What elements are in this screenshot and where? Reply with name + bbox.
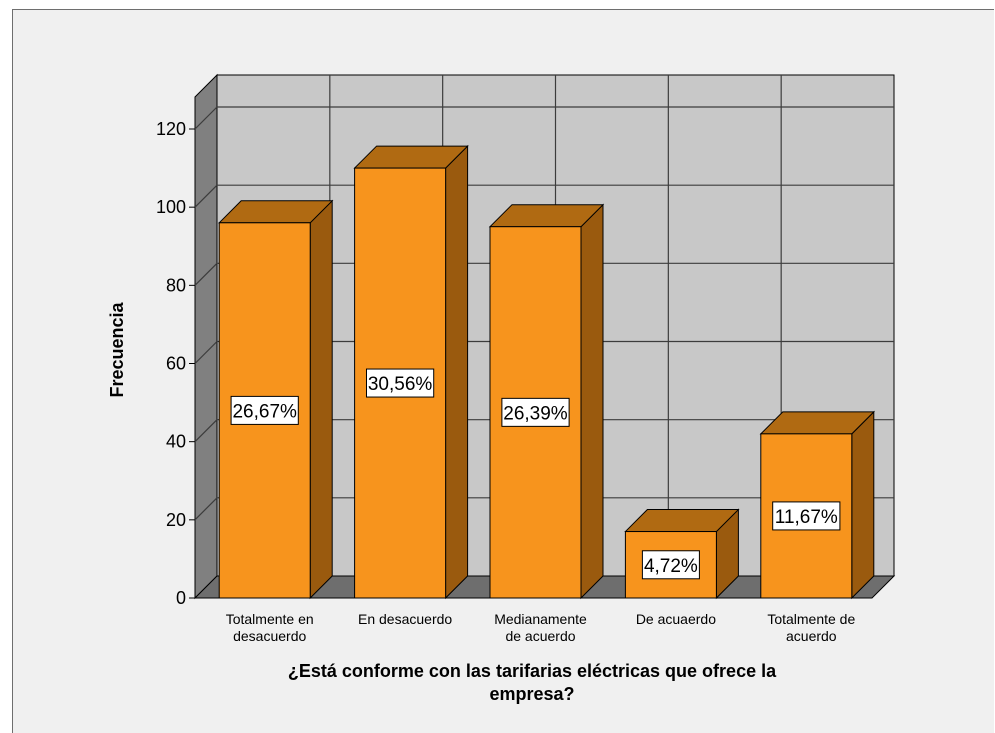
x-tick-label: de acuerdo [505,628,575,644]
data-label-box [230,395,299,425]
data-label: 26,39% [503,403,568,424]
y-tick-label: 40 [166,432,186,452]
bar-side [309,199,333,600]
y-axis-title: Frecuencia [107,301,127,397]
bar-side [580,203,604,600]
data-label-box [501,397,570,427]
y-tick-label: 120 [156,119,186,139]
x-tick-label: acuerdo [786,628,837,644]
data-label-box [772,501,841,531]
x-axis-title: ¿Está conforme con las tarifarias eléctr… [288,661,777,681]
side-wall [194,73,218,600]
bar-side [445,144,469,600]
y-tick-label: 100 [156,197,186,217]
x-tick-label: Totalmente en [226,611,314,627]
x-tick-label: De acuaerdo [636,611,716,627]
data-label: 26,67% [232,401,297,422]
x-tick-label: Medianamente [494,611,587,627]
gridline-side [194,419,218,443]
gridline-side [194,184,218,208]
y-tick-label: 60 [166,354,186,374]
y-tick-label: 0 [176,588,186,608]
gridline-side [194,341,218,364]
y-tick-label: 20 [166,510,186,530]
x-tick-label: desacuerdo [233,628,306,644]
bar-side [851,410,875,600]
gridline-side [194,497,218,521]
x-axis-title: empresa? [489,684,574,704]
x-tick-label: Totalmente de [767,611,855,627]
data-label-box [366,368,435,398]
x-tick-label: En desacuerdo [358,611,452,627]
gridline-side [194,262,218,286]
data-label: 30,56% [368,374,433,395]
data-label-box [641,550,700,580]
gridline-side [194,106,218,130]
data-label: 11,67% [775,507,838,528]
data-label: 4,72% [644,556,698,577]
y-tick-label: 80 [166,275,186,295]
